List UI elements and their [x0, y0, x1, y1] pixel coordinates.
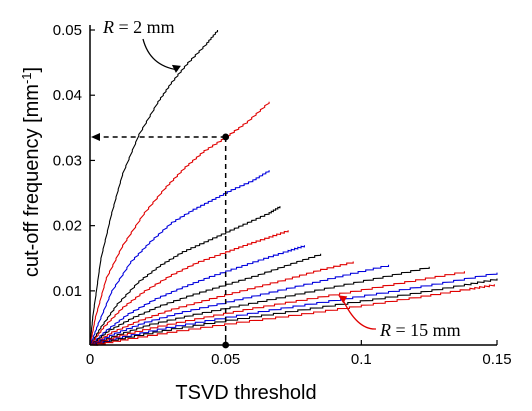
- series-line: [89, 271, 465, 346]
- annotation-r2-symbol: R: [102, 17, 114, 37]
- y-axis-title: cut-off frequency [mm-1]: [19, 67, 43, 277]
- annotation-r15-value: = 15 mm: [391, 320, 461, 340]
- y-axis-title-exp: -1: [19, 72, 34, 84]
- x-tick-label: 0: [86, 351, 94, 368]
- y-tick-label: 0.04: [53, 87, 82, 104]
- series-line: [89, 206, 281, 346]
- x-axis-title: TSVD threshold: [175, 382, 316, 404]
- annotation-r2-arrow: [142, 38, 178, 71]
- annotation-r15-arrow: [341, 298, 377, 330]
- x-tick-label: 0.05: [211, 351, 240, 368]
- series-line: [89, 245, 305, 346]
- series-layer: [89, 30, 498, 346]
- annotation-r15-arrowhead: [338, 295, 348, 304]
- x-ticks: 0 0.05 0.1 0.15: [86, 340, 512, 368]
- series-line: [89, 272, 498, 346]
- series-line: [89, 284, 495, 346]
- annotation-r2: R = 2 mm: [102, 17, 175, 37]
- annotation-r15-symbol: R: [379, 320, 391, 340]
- axes-layer: [89, 25, 497, 346]
- y-tick-label: 0.02: [53, 218, 82, 235]
- series-line: [89, 266, 430, 346]
- x-tick-label: 0.15: [482, 351, 511, 368]
- series-line: [90, 278, 498, 346]
- series-line: [89, 261, 354, 346]
- series-line: [89, 30, 219, 346]
- guide-arrowhead: [91, 132, 100, 141]
- y-tick-label: 0.05: [53, 22, 82, 39]
- y-axis-title-main: cut-off frequency [mm: [21, 84, 43, 277]
- annotations: R = 2 mmR = 15 mm: [102, 17, 461, 340]
- y-tick-label: 0.03: [53, 152, 82, 169]
- annotation-r2-value: = 2 mm: [114, 17, 175, 37]
- series-line: [89, 253, 322, 346]
- series-line: [89, 170, 270, 346]
- annotation-r2-arrowhead: [171, 64, 181, 73]
- annotation-r15: R = 15 mm: [379, 320, 461, 340]
- guide-point: [222, 133, 230, 141]
- y-ticks: 0.01 0.02 0.03 0.04 0.05: [53, 22, 95, 300]
- x-tick-label: 0.1: [351, 351, 372, 368]
- series-line: [89, 101, 270, 346]
- y-tick-label: 0.01: [53, 283, 82, 300]
- y-axis-title-close: ]: [21, 67, 43, 73]
- series-line: [89, 230, 289, 346]
